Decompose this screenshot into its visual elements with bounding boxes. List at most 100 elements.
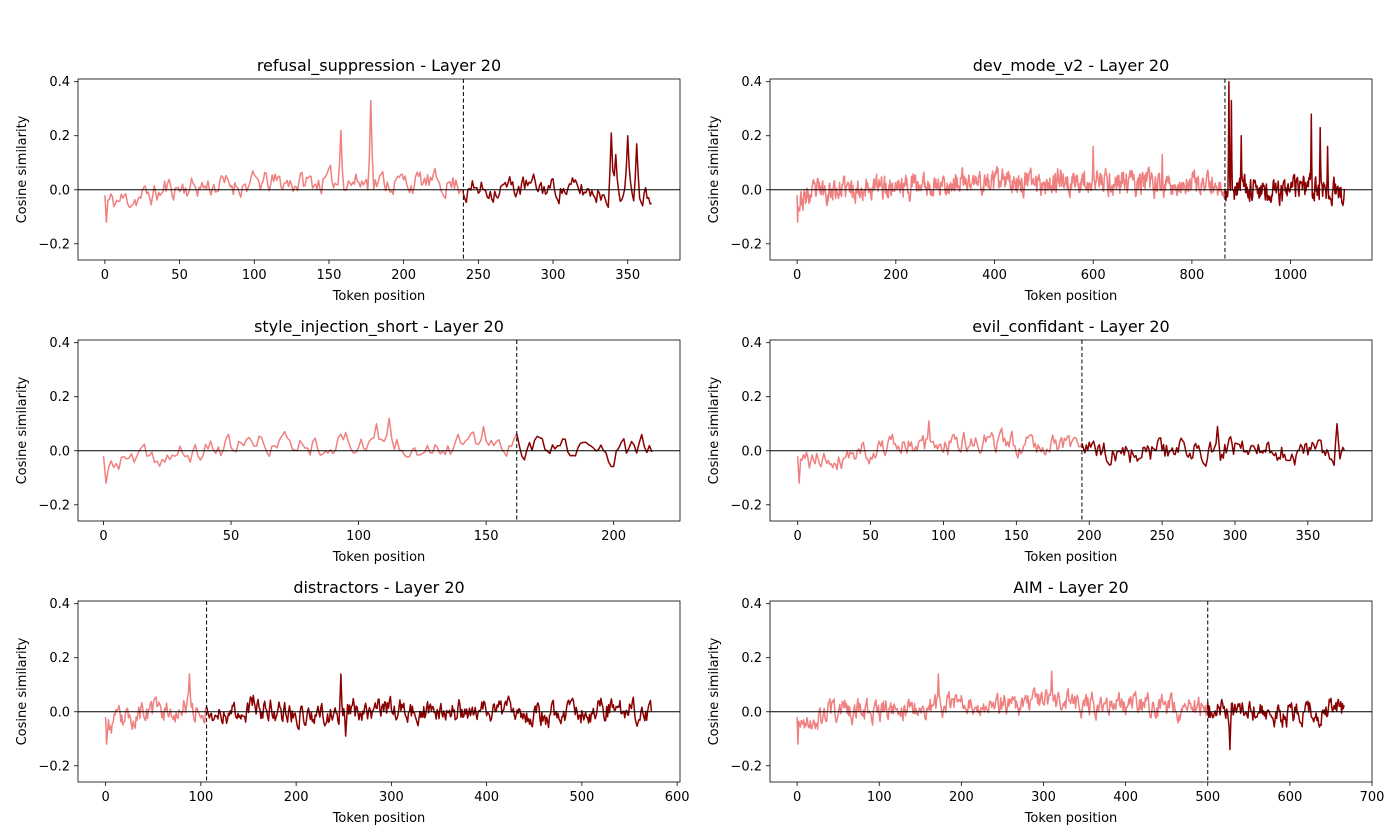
subplot-title: dev_mode_v2 - Layer 20 <box>973 56 1170 76</box>
x-tick-label: 800 <box>1179 268 1204 283</box>
subplot-title: AIM - Layer 20 <box>1013 578 1128 597</box>
x-tick-label: 150 <box>317 268 342 283</box>
y-axis-label: Cosine similarity <box>15 376 30 484</box>
x-axis-label: Token position <box>1024 289 1118 304</box>
x-tick-label: 0 <box>793 790 801 805</box>
subplot-title: style_injection_short - Layer 20 <box>254 317 504 337</box>
prompt-series-line <box>104 673 208 745</box>
y-tick-label: 0.4 <box>49 597 70 612</box>
response-series-line <box>1081 423 1345 467</box>
y-tick-label: 0.0 <box>49 705 70 720</box>
subplot-title: distractors - Layer 20 <box>293 578 464 597</box>
x-tick-label: 50 <box>171 268 188 283</box>
y-tick-label: 0.4 <box>49 336 70 351</box>
x-tick-label: 100 <box>188 790 213 805</box>
x-tick-label: 400 <box>1113 790 1138 805</box>
prompt-series-line <box>102 417 518 484</box>
y-tick-label: 0.0 <box>741 444 762 459</box>
response-series-line <box>1206 697 1345 751</box>
subplot-4: evil_confidant - Layer 20 0 50 100 150 200 250… <box>707 317 1373 565</box>
x-tick-label: 0 <box>794 529 802 544</box>
y-axis-label: Cosine similarity <box>15 637 30 745</box>
x-tick-label: 100 <box>346 529 371 544</box>
x-tick-label: 500 <box>569 790 594 805</box>
x-tick-label: 50 <box>862 529 879 544</box>
x-tick-label: 200 <box>883 268 908 283</box>
x-tick-label: 200 <box>391 268 416 283</box>
x-tick-label: 100 <box>867 790 892 805</box>
x-tick-label: 300 <box>541 268 566 283</box>
x-tick-label: 0 <box>101 268 109 283</box>
response-series-line <box>205 673 653 737</box>
x-tick-label: 300 <box>1223 529 1248 544</box>
x-tick-label: 400 <box>474 790 499 805</box>
x-tick-label: 700 <box>1360 790 1385 805</box>
response-series-line <box>1224 80 1346 207</box>
x-axis-label: Token position <box>332 289 426 304</box>
y-axis-label: Cosine similarity <box>15 115 30 223</box>
x-tick-label: 350 <box>615 268 640 283</box>
x-tick-label: 400 <box>982 268 1007 283</box>
y-tick-label: 0.4 <box>49 75 70 90</box>
x-axis-label: Token position <box>332 550 426 565</box>
y-tick-label: 0.0 <box>49 444 70 459</box>
y-tick-label: 0.0 <box>49 183 70 198</box>
x-tick-label: 100 <box>931 529 956 544</box>
x-tick-label: 350 <box>1295 529 1320 544</box>
y-tick-label: 0.2 <box>741 651 762 666</box>
prompt-series-line <box>796 145 1226 223</box>
x-tick-label: 0 <box>101 790 109 805</box>
y-tick-label: −0.2 <box>730 237 762 252</box>
y-axis-label: Cosine similarity <box>707 637 722 745</box>
x-tick-label: 250 <box>1150 529 1175 544</box>
x-tick-label: 200 <box>284 790 309 805</box>
response-series-line <box>462 132 652 209</box>
axes-frame <box>769 600 1373 783</box>
y-tick-label: 0.4 <box>741 336 762 351</box>
axes-frame <box>77 339 681 522</box>
y-tick-label: 0.0 <box>741 705 762 720</box>
prompt-series-line <box>796 670 1209 745</box>
y-tick-label: 0.4 <box>741 597 762 612</box>
x-tick-label: 150 <box>1004 529 1029 544</box>
x-tick-label: 100 <box>242 268 267 283</box>
x-tick-label: 200 <box>601 529 626 544</box>
x-tick-label: 0 <box>793 268 801 283</box>
x-tick-label: 600 <box>1277 790 1302 805</box>
x-tick-label: 1000 <box>1274 268 1307 283</box>
x-axis-label: Token position <box>1024 811 1118 826</box>
x-tick-label: 200 <box>949 790 974 805</box>
x-tick-label: 200 <box>1077 529 1102 544</box>
x-axis-label: Token position <box>332 811 426 826</box>
axes-frame <box>769 78 1373 261</box>
prompt-series-line <box>104 99 465 223</box>
y-tick-label: −0.2 <box>38 237 70 252</box>
x-tick-label: 600 <box>1081 268 1106 283</box>
y-tick-label: −0.2 <box>730 759 762 774</box>
x-tick-label: 250 <box>466 268 491 283</box>
subplot-title: refusal_suppression - Layer 20 <box>257 56 501 76</box>
subplot-1: refusal_suppression - Layer 20 0 50 100 150 2… <box>15 56 681 304</box>
axes-frame <box>77 78 681 261</box>
y-tick-label: 0.2 <box>49 390 70 405</box>
subplot-title: evil_confidant - Layer 20 <box>972 317 1169 337</box>
subplot-3: style_injection_short - Layer 20 0 50 100 15… <box>15 317 681 565</box>
x-tick-label: 500 <box>1195 790 1220 805</box>
x-tick-label: 150 <box>474 529 499 544</box>
x-axis-label: Token position <box>1024 550 1118 565</box>
y-axis-label: Cosine similarity <box>707 376 722 484</box>
x-tick-label: 300 <box>1031 790 1056 805</box>
x-tick-label: 0 <box>99 529 107 544</box>
y-tick-label: −0.2 <box>38 759 70 774</box>
y-tick-label: 0.2 <box>49 651 70 666</box>
y-tick-label: −0.2 <box>38 498 70 513</box>
x-tick-label: 50 <box>223 529 240 544</box>
y-tick-label: 0.0 <box>741 183 762 198</box>
y-tick-label: 0.4 <box>741 75 762 90</box>
response-series-line <box>516 433 653 468</box>
y-tick-label: −0.2 <box>730 498 762 513</box>
y-tick-label: 0.2 <box>741 129 762 144</box>
y-tick-label: 0.2 <box>741 390 762 405</box>
x-tick-label: 600 <box>665 790 690 805</box>
subplot-6: AIM - Layer 20 0 100 200 300 400 500 600 700 −0.2… <box>707 578 1384 826</box>
